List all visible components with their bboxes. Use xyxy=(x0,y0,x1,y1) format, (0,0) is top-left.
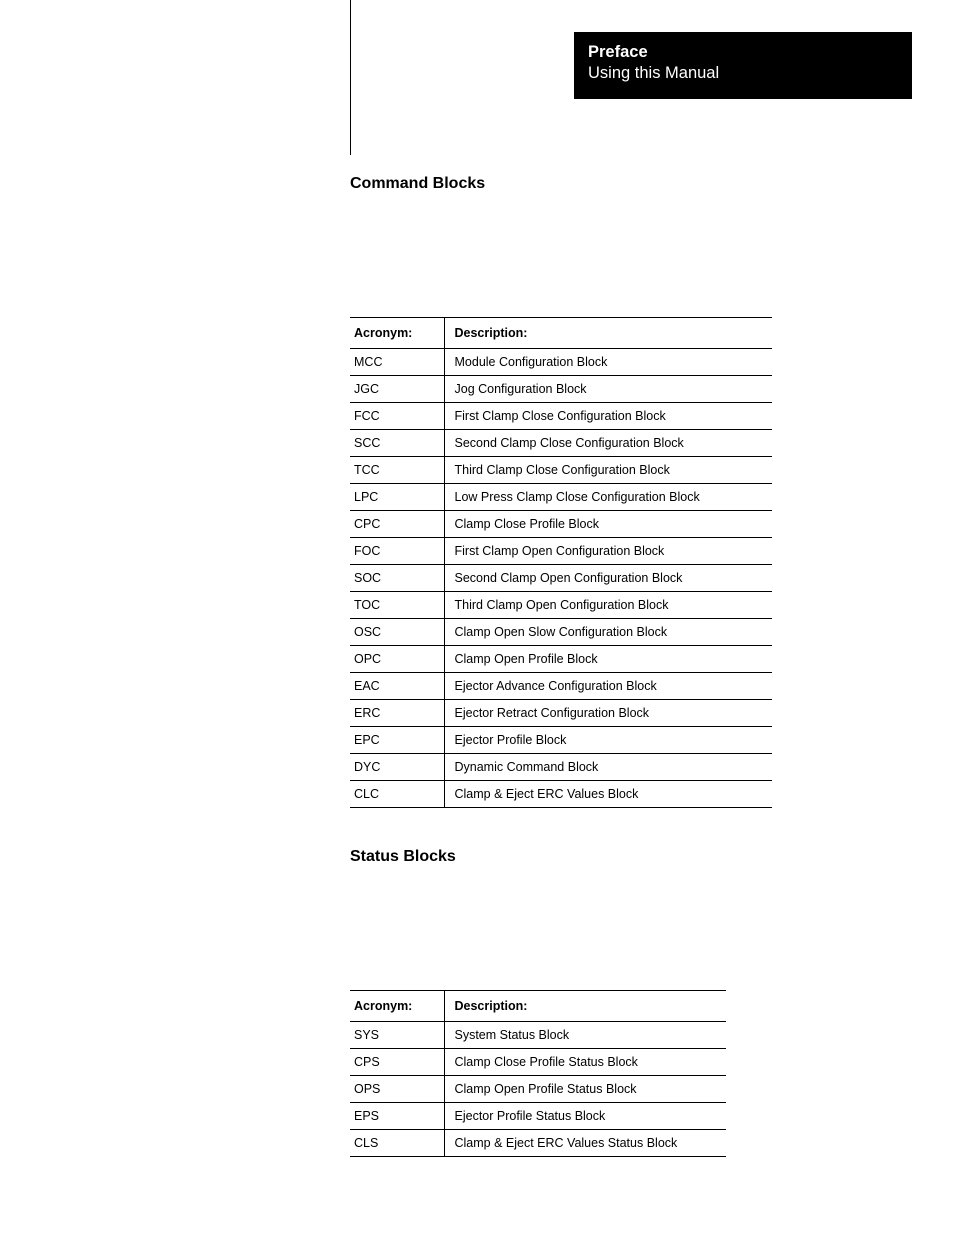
cell-description: Clamp Open Profile Status Block xyxy=(444,1076,726,1103)
table-header-row: Acronym: Description: xyxy=(350,991,726,1022)
table-row: CPSClamp Close Profile Status Block xyxy=(350,1049,726,1076)
cell-acronym: CPC xyxy=(350,511,444,538)
table-row: DYCDynamic Command Block xyxy=(350,754,772,781)
cell-acronym: CPS xyxy=(350,1049,444,1076)
cell-acronym: CLC xyxy=(350,781,444,808)
vertical-divider xyxy=(350,0,351,155)
command-table-body: MCCModule Configuration BlockJGCJog Conf… xyxy=(350,349,772,808)
cell-description: Clamp Open Profile Block xyxy=(444,646,772,673)
cell-description: System Status Block xyxy=(444,1022,726,1049)
cell-description: Second Clamp Close Configuration Block xyxy=(444,430,772,457)
cell-acronym: TCC xyxy=(350,457,444,484)
table-row: CLSClamp & Eject ERC Values Status Block xyxy=(350,1130,726,1157)
column-header-acronym: Acronym: xyxy=(350,318,444,349)
table-row: SOCSecond Clamp Open Configuration Block xyxy=(350,565,772,592)
table-row: LPCLow Press Clamp Close Configuration B… xyxy=(350,484,772,511)
table-row: FCCFirst Clamp Close Configuration Block xyxy=(350,403,772,430)
cell-acronym: FOC xyxy=(350,538,444,565)
cell-description: First Clamp Open Configuration Block xyxy=(444,538,772,565)
cell-description: Clamp Close Profile Block xyxy=(444,511,772,538)
header-subtitle: Using this Manual xyxy=(588,63,898,84)
cell-acronym: JGC xyxy=(350,376,444,403)
command-blocks-table: Acronym: Description: MCCModule Configur… xyxy=(350,317,772,808)
cell-acronym: TOC xyxy=(350,592,444,619)
cell-acronym: OPC xyxy=(350,646,444,673)
cell-acronym: EAC xyxy=(350,673,444,700)
table-row: OPCClamp Open Profile Block xyxy=(350,646,772,673)
header-title: Preface xyxy=(588,42,898,63)
table-row: CLCClamp & Eject ERC Values Block xyxy=(350,781,772,808)
cell-description: Module Configuration Block xyxy=(444,349,772,376)
table-row: CPCClamp Close Profile Block xyxy=(350,511,772,538)
cell-description: Dynamic Command Block xyxy=(444,754,772,781)
cell-description: Clamp Open Slow Configuration Block xyxy=(444,619,772,646)
cell-description: Clamp & Eject ERC Values Status Block xyxy=(444,1130,726,1157)
cell-description: Ejector Retract Configuration Block xyxy=(444,700,772,727)
cell-description: Ejector Profile Status Block xyxy=(444,1103,726,1130)
cell-acronym: LPC xyxy=(350,484,444,511)
table-row: EPCEjector Profile Block xyxy=(350,727,772,754)
content-area: Command Blocks Acronym: Description: MCC… xyxy=(350,175,912,1157)
table-row: EPSEjector Profile Status Block xyxy=(350,1103,726,1130)
table-row: TCCThird Clamp Close Configuration Block xyxy=(350,457,772,484)
column-header-description: Description: xyxy=(444,991,726,1022)
cell-description: Third Clamp Close Configuration Block xyxy=(444,457,772,484)
cell-acronym: MCC xyxy=(350,349,444,376)
status-table-body: SYSSystem Status BlockCPSClamp Close Pro… xyxy=(350,1022,726,1157)
column-header-description: Description: xyxy=(444,318,772,349)
section-title-status-blocks: Status Blocks xyxy=(350,848,912,866)
cell-acronym: EPC xyxy=(350,727,444,754)
cell-description: First Clamp Close Configuration Block xyxy=(444,403,772,430)
table-row: ERCEjector Retract Configuration Block xyxy=(350,700,772,727)
cell-acronym: SOC xyxy=(350,565,444,592)
table-header-row: Acronym: Description: xyxy=(350,318,772,349)
cell-acronym: EPS xyxy=(350,1103,444,1130)
cell-acronym: OSC xyxy=(350,619,444,646)
cell-acronym: FCC xyxy=(350,403,444,430)
cell-description: Ejector Profile Block xyxy=(444,727,772,754)
cell-acronym: CLS xyxy=(350,1130,444,1157)
table-row: FOCFirst Clamp Open Configuration Block xyxy=(350,538,772,565)
cell-description: Second Clamp Open Configuration Block xyxy=(444,565,772,592)
table-row: EACEjector Advance Configuration Block xyxy=(350,673,772,700)
table-row: OPSClamp Open Profile Status Block xyxy=(350,1076,726,1103)
header-box: Preface Using this Manual xyxy=(574,32,912,99)
cell-acronym: ERC xyxy=(350,700,444,727)
table-row: JGCJog Configuration Block xyxy=(350,376,772,403)
table-row: OSCClamp Open Slow Configuration Block xyxy=(350,619,772,646)
table-row: TOCThird Clamp Open Configuration Block xyxy=(350,592,772,619)
column-header-acronym: Acronym: xyxy=(350,991,444,1022)
table-row: MCCModule Configuration Block xyxy=(350,349,772,376)
cell-description: Third Clamp Open Configuration Block xyxy=(444,592,772,619)
cell-description: Low Press Clamp Close Configuration Bloc… xyxy=(444,484,772,511)
cell-description: Jog Configuration Block xyxy=(444,376,772,403)
status-blocks-table: Acronym: Description: SYSSystem Status B… xyxy=(350,990,726,1157)
cell-acronym: SCC xyxy=(350,430,444,457)
table-row: SCCSecond Clamp Close Configuration Bloc… xyxy=(350,430,772,457)
cell-description: Clamp Close Profile Status Block xyxy=(444,1049,726,1076)
cell-acronym: OPS xyxy=(350,1076,444,1103)
cell-description: Clamp & Eject ERC Values Block xyxy=(444,781,772,808)
table-row: SYSSystem Status Block xyxy=(350,1022,726,1049)
cell-acronym: SYS xyxy=(350,1022,444,1049)
cell-description: Ejector Advance Configuration Block xyxy=(444,673,772,700)
cell-acronym: DYC xyxy=(350,754,444,781)
section-title-command-blocks: Command Blocks xyxy=(350,175,912,193)
